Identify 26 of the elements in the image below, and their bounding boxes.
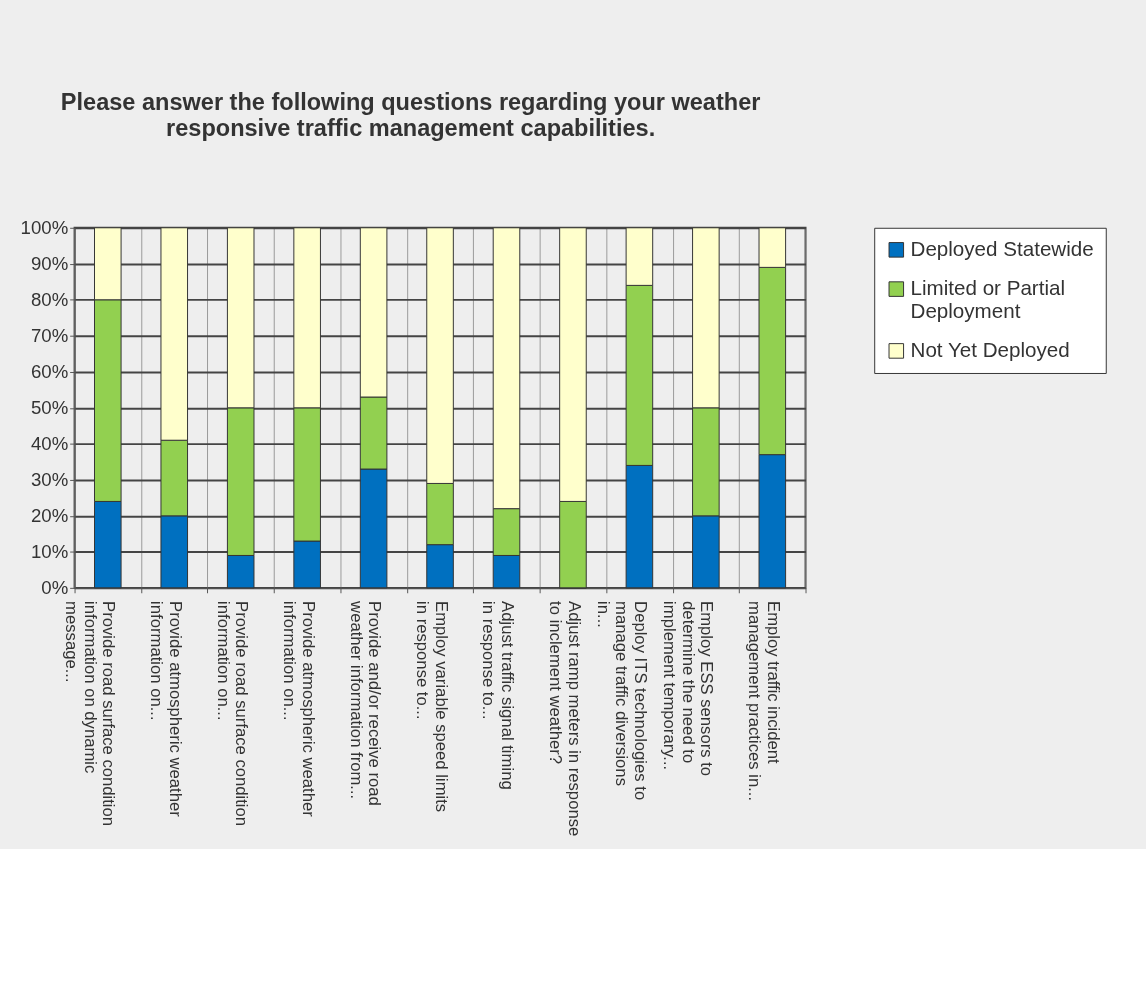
x-tick-label: Employ traffic incident management practices in... <box>745 601 783 802</box>
x-tick-label: Provide road surface condition information on... <box>213 601 252 827</box>
x-tick-label: Adjust ramp meters in response to inclement weather? <box>545 601 584 837</box>
y-tick-label: 80% <box>30 289 69 311</box>
x-tick-label: Employ ESS sensors to determine the need to implement temporary... <box>660 601 717 777</box>
x-tick-label: Employ variable speed limits in response to... <box>412 601 451 813</box>
x-tick-label: Deploy ITS technologies to manage traffic diversions in... <box>593 601 650 801</box>
y-tick-label: 100% <box>20 217 69 239</box>
x-tick-label: Provide atmospheric weather information on... <box>280 601 318 818</box>
legend-label: Limited or Partial Deployment <box>910 275 1066 322</box>
y-tick-label: 30% <box>30 469 69 491</box>
y-tick-label: 40% <box>30 433 69 455</box>
x-tick-label: Adjust traffic signal timing in response to... <box>479 601 518 790</box>
legend-label: Deployed Statewide <box>910 236 1094 260</box>
y-tick-label: 0% <box>41 577 69 599</box>
y-tick-label: 70% <box>30 325 69 347</box>
legend-label: Not Yet Deployed <box>910 337 1070 361</box>
y-tick-label: 10% <box>30 541 69 563</box>
x-tick-label: Provide and/or receive road weather information from... <box>346 600 385 806</box>
y-tick-label: 50% <box>30 397 69 419</box>
x-tick-label: Provide atmospheric weather information on... <box>147 601 185 818</box>
x-tick-label: Provide road surface condition information on dynamic message... <box>62 601 119 827</box>
y-tick-label: 90% <box>30 253 69 275</box>
y-tick-label: 20% <box>30 505 69 527</box>
chart-title: Please answer the following questions regarding your weather responsive traffic management capabilities. <box>60 89 761 141</box>
y-tick-label: 60% <box>30 361 69 383</box>
